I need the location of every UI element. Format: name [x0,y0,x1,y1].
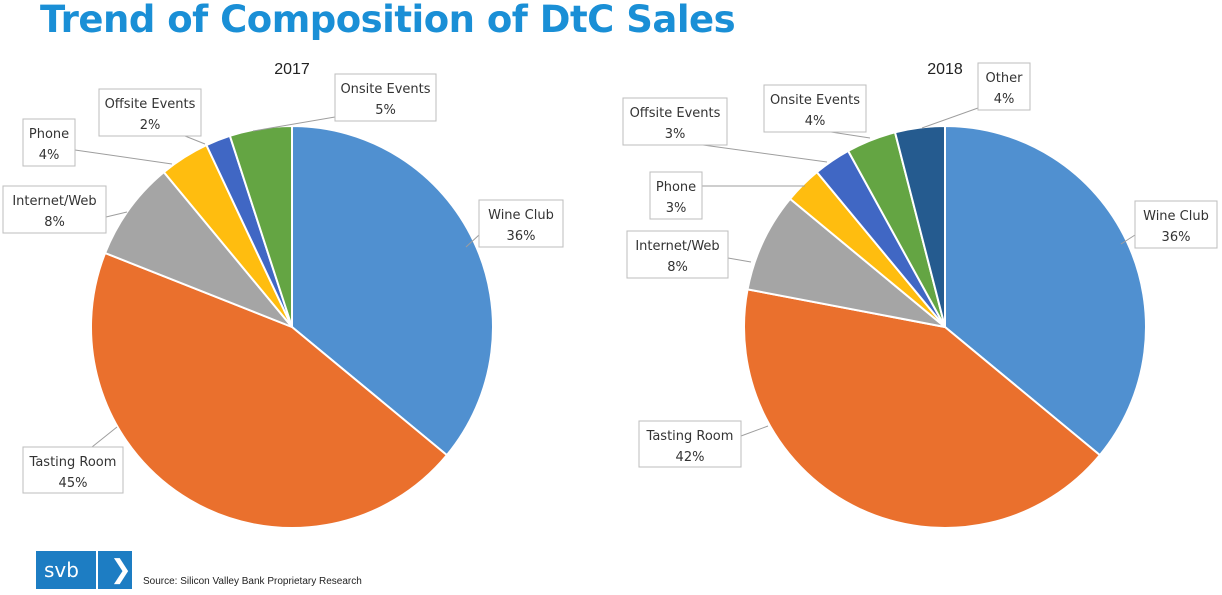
leader-line-phone [74,149,173,165]
leader-line-tasting-room [740,425,769,437]
slice-value-onsite-events: 5% [375,103,396,118]
callout-box-other [977,62,1031,111]
callout-box-offsite-events [98,88,202,137]
slice-value-onsite-events: 4% [805,114,826,129]
slice-value-tasting-room: 45% [59,476,88,491]
slice-label-phone: Phone [29,127,69,142]
pie-slice-wine-club [291,124,494,457]
leader-line-other [921,107,979,129]
pie-slice-internet-web [746,197,946,328]
page-title: Trend of Composition of DtC Sales [40,0,736,41]
slice-label-internet-web: Internet/Web [635,239,719,254]
leader-line-onsite-events [830,131,871,139]
callout-box-tasting-room [638,420,742,468]
slice-value-other: 4% [994,92,1015,107]
chevron-right-icon: ❯ [110,555,132,585]
source-note: Source: Silicon Valley Bank Proprietary … [143,576,362,587]
slice-value-internet-web: 8% [667,260,688,275]
slice-label-onsite-events: Onsite Events [340,82,430,97]
leader-line-onsite-events [252,116,336,132]
leader-line-wine-club [465,234,480,248]
callout-box-wine-club [478,199,564,248]
pie-chart-2017: 2017 Wine Club 36% Tasting Room 45% Internet/… [2,61,564,529]
slice-value-offsite-events: 2% [140,118,161,133]
pie-slice-tasting-room [743,288,1102,529]
leader-line-internet-web [727,257,752,263]
callout-box-internet-web [626,230,729,279]
pie-chart-2018: 2018 Wine Club 36% Tasting Room 42% Internet/… [622,61,1218,529]
logo-divider [96,551,98,589]
slice-label-internet-web: Internet/Web [12,194,96,209]
slice-label-wine-club: Wine Club [1143,209,1209,224]
slice-label-onsite-events: Onsite Events [770,93,860,108]
pie-slice-tasting-room [90,251,449,529]
slice-value-phone: 4% [39,148,60,163]
slice-label-offsite-events: Offsite Events [630,106,721,121]
slice-label-other: Other [986,71,1024,86]
leader-line-wine-club [1120,234,1136,245]
leader-line-offsite-events [184,135,206,145]
pie-slice-onsite-events [228,124,293,328]
callout-box-wine-club [1134,200,1218,249]
callout-box-offsite-events [622,97,728,146]
slice-label-offsite-events: Offsite Events [105,97,196,112]
slice-label-tasting-room: Tasting Room [646,429,734,444]
slice-value-wine-club: 36% [1162,230,1191,245]
slice-label-wine-club: Wine Club [488,208,554,223]
pie-slice-wine-club [944,124,1147,457]
callout-box-onsite-events [763,84,867,133]
slice-value-wine-club: 36% [507,229,536,244]
callout-box-onsite-events [334,73,437,122]
slice-value-offsite-events: 3% [665,127,686,142]
svb-logo: svb ❯ [36,551,132,589]
chart-title: 2018 [927,61,963,78]
callout-box-phone [649,171,703,220]
leader-line-offsite-events [702,144,828,163]
leader-line-internet-web [105,211,128,218]
callout-box-phone [22,118,76,167]
callout-box-tasting-room [22,446,124,494]
slice-value-phone: 3% [666,201,687,216]
slice-label-tasting-room: Tasting Room [29,455,117,470]
chart-title: 2017 [274,61,310,78]
svb-logo-text: svb [44,558,79,582]
pie-slice-other [893,124,946,328]
pie-slice-internet-web [103,170,293,328]
slice-value-internet-web: 8% [44,215,65,230]
slice-value-tasting-room: 42% [676,450,705,465]
callout-box-internet-web [2,185,107,234]
leader-line-tasting-room [91,426,118,448]
slice-label-phone: Phone [656,180,696,195]
